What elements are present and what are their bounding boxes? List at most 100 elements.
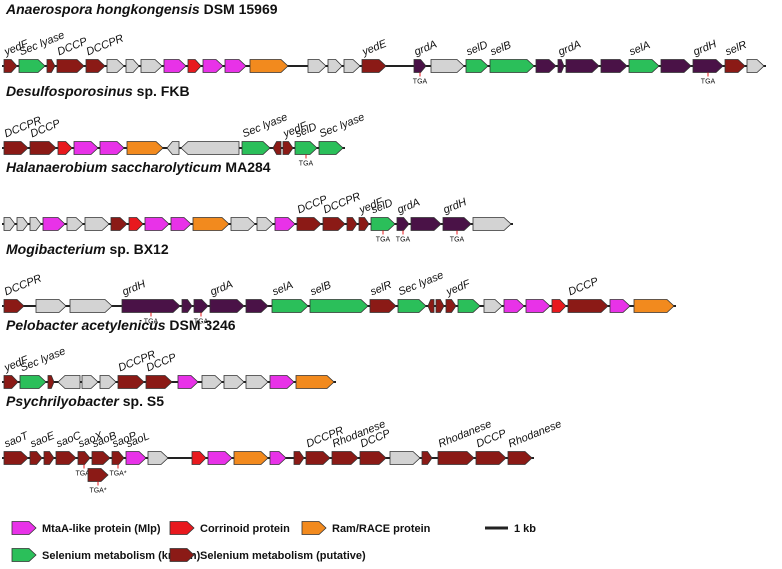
gene-arrow (421, 451, 433, 465)
panel-title: Psychrilyobacter sp. S5 (6, 393, 164, 409)
legend-swatch (11, 548, 37, 562)
gene-arrow (47, 375, 55, 389)
organism-name: Pelobacter acetylenicus (6, 317, 166, 333)
gene-arrow (117, 375, 145, 389)
gene-label: grdA (396, 196, 422, 216)
gene-label: grdA (413, 38, 439, 58)
legend-swatch (301, 521, 327, 535)
gene-arrow (81, 375, 99, 389)
gene-label: DCCP (567, 275, 601, 298)
scale-label: 1 kb (514, 523, 536, 535)
organism-name: Mogibacterium (6, 241, 106, 257)
legend-label: Corrinoid protein (200, 523, 290, 535)
gene-arrow (99, 375, 117, 389)
gene-arrow (359, 451, 387, 465)
gene-arrow-sub (87, 468, 109, 482)
gene-arrow (370, 217, 396, 231)
gene-arrow (442, 217, 472, 231)
gene-label: selD (465, 39, 490, 58)
gene-arrow (121, 299, 181, 313)
gene-arrow (358, 217, 370, 231)
gene-arrow (397, 299, 427, 313)
organism-name: Halanaerobium saccharolyticum (6, 159, 222, 175)
strain-name: sp. S5 (119, 393, 164, 409)
gene-label: DCCPR (85, 32, 126, 58)
gene-arrow (567, 299, 609, 313)
gene-label: DCCPR (322, 190, 363, 216)
gene-label: grdH (692, 38, 719, 58)
gene-arrow (445, 299, 457, 313)
organism-name: Anaerospora hongkongensis (5, 1, 200, 17)
gene-arrow (245, 375, 269, 389)
gene-arrow (435, 299, 445, 313)
gene-arrow (609, 299, 631, 313)
gene-arrow (16, 217, 29, 231)
gene-label: selA (628, 39, 652, 58)
panel-4: Pelobacter acetylenicus DSM 3246yedFSec … (2, 317, 336, 389)
gene-arrow (282, 141, 294, 155)
gene-arrow (73, 141, 99, 155)
gene-label: grdA (557, 38, 583, 58)
gene-arrow (557, 59, 565, 73)
gene-label: Sec lyase (19, 345, 68, 374)
gene-arrow (343, 59, 361, 73)
gene-arrow (85, 59, 106, 73)
panel-title: Mogibacterium sp. BX12 (6, 241, 169, 257)
gene-arrow (318, 141, 344, 155)
gene-arrow (245, 299, 269, 313)
gene-arrow (3, 217, 16, 231)
gene-arrow (110, 217, 128, 231)
gene-label: yedF (444, 278, 473, 299)
gene-arrow (274, 217, 296, 231)
gene-arrow (427, 299, 435, 313)
gene-arrow (111, 451, 125, 465)
gene-arrow (170, 217, 192, 231)
gene-arrow (294, 141, 318, 155)
gene-arrow (77, 451, 91, 465)
gene-arrow (475, 451, 507, 465)
gene-arrow (187, 59, 202, 73)
gene-arrow (147, 451, 169, 465)
gene-label: grdH (121, 278, 148, 298)
gene-arrow (29, 451, 43, 465)
gene-arrow (99, 141, 125, 155)
gene-arrow (430, 59, 465, 73)
gene-arrow (42, 217, 66, 231)
legend-swatch (169, 548, 195, 562)
gene-arrow (503, 299, 525, 313)
gene-arrow (3, 59, 18, 73)
tga-label: TGA (450, 237, 465, 244)
gene-arrow (389, 451, 421, 465)
gene-arrow (3, 299, 25, 313)
gene-arrow (57, 375, 81, 389)
gene-arrow (191, 451, 207, 465)
gene-arrow (271, 299, 309, 313)
gene-arrow (327, 59, 343, 73)
gene-arrow (177, 375, 199, 389)
gene-arrow (396, 217, 410, 231)
panel-title: Anaerospora hongkongensis DSM 15969 (5, 1, 278, 17)
tga-label: TGA* (109, 471, 126, 478)
gene-label: selR (369, 279, 394, 298)
tga-label: TGA* (75, 471, 92, 478)
gene-arrow (66, 217, 84, 231)
gene-arrow (126, 141, 164, 155)
gene-arrow (163, 59, 187, 73)
panel-title: Desulfosporosinus sp. FKB (6, 83, 190, 99)
tga-label: TGA* (89, 488, 106, 495)
legend-swatch (11, 521, 37, 535)
gene-arrow (525, 299, 551, 313)
gene-arrow (69, 299, 113, 313)
gene-arrow (249, 59, 289, 73)
gene-arrow (269, 375, 295, 389)
gene-arrow (410, 217, 442, 231)
legend-swatch (169, 521, 195, 535)
organism-name: Psychrilyobacter (6, 393, 120, 409)
gene-arrow (413, 59, 427, 73)
gene-arrow (305, 451, 331, 465)
gene-arrow (84, 217, 110, 231)
gene-arrow (29, 217, 42, 231)
gene-arrow (551, 299, 567, 313)
